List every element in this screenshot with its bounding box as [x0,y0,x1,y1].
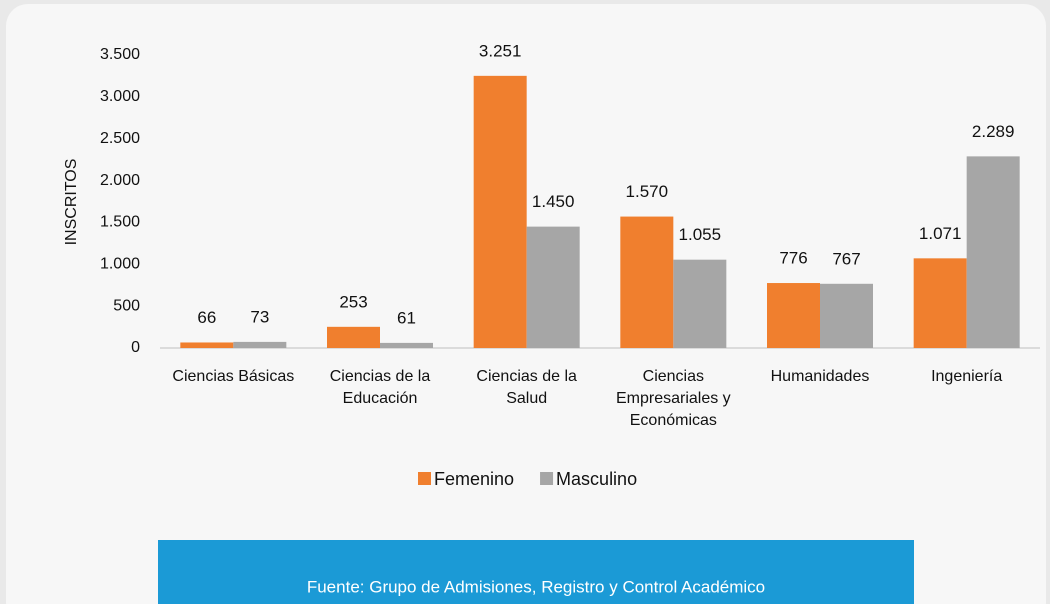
x-tick-line: Educación [343,390,418,407]
y-tick-label: 3.500 [100,46,140,63]
source-box [158,540,914,604]
bar [913,258,967,348]
data-label: 1.450 [532,192,575,211]
y-axis-label: INSCRITOS [63,159,80,246]
bar [767,283,820,348]
y-tick-label: 1.500 [100,214,140,231]
y-tick-label: 3.000 [100,88,140,105]
bar [180,342,234,348]
bar [966,156,1020,348]
x-tick-line: Ciencias de la [476,368,577,385]
x-tick-line: Empresariales y [616,390,731,407]
x-tick-label: Ciencias de la Salud [476,368,577,407]
bar [820,283,873,348]
x-tick-line: Ciencias Básicas [172,368,294,385]
x-tick-label: Ingeniería [931,368,1002,385]
y-tick-label: 2.500 [100,130,140,147]
data-label: 776 [779,249,807,268]
bar [673,259,727,348]
legend-label: Femenino [434,469,514,489]
x-tick-line: Ingeniería [931,368,1002,385]
data-label: 1.055 [679,225,722,244]
data-label: 3.251 [479,41,522,60]
data-label: 73 [250,307,269,326]
legend-swatch [540,472,554,485]
x-tick-line: Salud [506,390,547,407]
x-tick-line: Ciencias [643,368,704,385]
data-label: 1.570 [626,182,669,201]
x-tick-label: Ciencias Empresariales y Económicas [616,368,731,429]
bar [620,216,674,348]
x-tick-label: Ciencias Básicas [172,368,294,385]
y-tick-label: 2.000 [100,172,140,189]
bar [327,326,380,348]
bar [526,226,580,348]
data-label: 66 [197,308,216,327]
data-label: 61 [397,308,416,327]
legend-label: Masculino [556,469,637,489]
bar [473,75,527,349]
x-tick-line: Humanidades [771,368,870,385]
x-tick-label: Humanidades [771,368,870,385]
x-tick-line: Ciencias de la [330,368,431,385]
source: Fuente: Grupo de Admisiones, Registro y … [307,577,765,596]
data-label: 253 [339,292,367,311]
bar [233,341,287,348]
y-tick-label: 0 [131,339,140,356]
x-tick-label: Ciencias de la Educación [330,368,431,407]
data-label: 767 [832,249,860,268]
bar [380,342,433,348]
data-label: 1.071 [919,224,962,243]
y-tick-label: 1.000 [100,256,140,273]
data-label: 2.289 [972,122,1015,141]
y-tick-label: 500 [113,297,140,314]
legend-swatch [418,472,431,485]
x-tick-line: Económicas [630,412,717,429]
